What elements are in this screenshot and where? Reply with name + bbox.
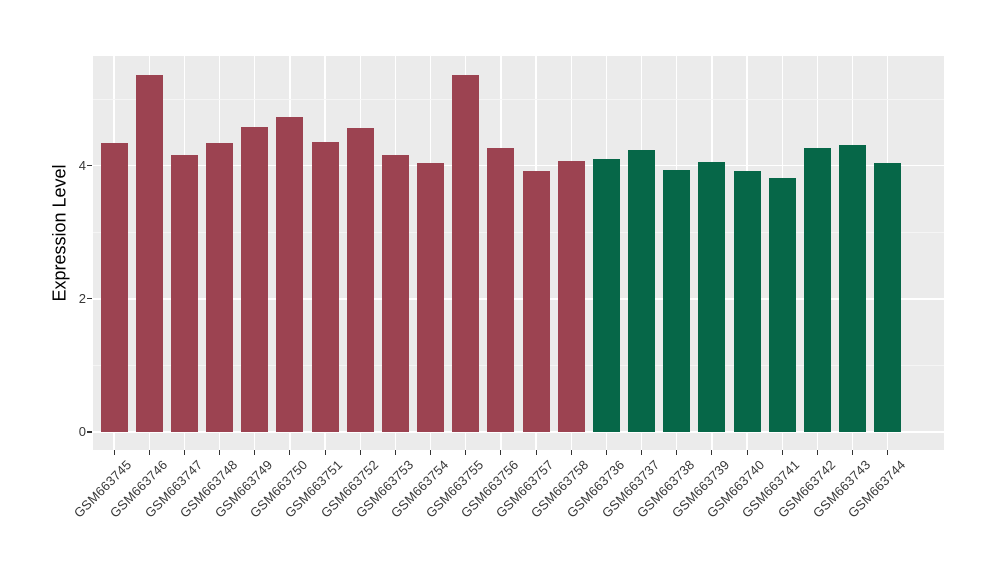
x-tick-mark xyxy=(148,450,150,455)
x-tick-mark xyxy=(605,450,607,455)
y-tick-label: 4 xyxy=(78,157,86,173)
y-axis-title: Expression Level xyxy=(49,164,70,302)
x-tick-mark xyxy=(500,450,502,455)
y-tick-label: 2 xyxy=(78,290,86,306)
bar-GSM663752 xyxy=(346,127,374,433)
x-tick-mark xyxy=(711,450,713,455)
minor-gridline xyxy=(93,365,944,366)
major-gridline xyxy=(93,298,944,300)
y-tick-label: 0 xyxy=(78,424,86,439)
bar-GSM663748 xyxy=(206,143,234,432)
bar-GSM663745 xyxy=(100,142,128,432)
y-tick-mark xyxy=(87,431,92,433)
x-tick-mark xyxy=(394,450,396,455)
x-tick-mark xyxy=(781,450,783,455)
bar-GSM663756 xyxy=(487,147,515,432)
bar-GSM663751 xyxy=(311,141,339,433)
bar-GSM663746 xyxy=(135,75,163,432)
major-gridline xyxy=(93,431,944,433)
bar-GSM663742 xyxy=(803,147,831,432)
x-tick-mark xyxy=(641,450,643,455)
y-tick-mark xyxy=(87,298,92,300)
bar-GSM663738 xyxy=(663,169,691,432)
bar-GSM663747 xyxy=(170,154,198,432)
bar-GSM663740 xyxy=(733,171,761,432)
x-tick-mark xyxy=(676,450,678,455)
minor-gridline xyxy=(93,231,944,233)
x-tick-mark xyxy=(113,450,115,455)
bar-GSM663753 xyxy=(381,154,409,432)
x-tick-mark xyxy=(289,450,291,455)
bar-GSM663757 xyxy=(522,171,550,432)
bar-GSM663741 xyxy=(768,177,796,432)
bar-GSM663739 xyxy=(698,161,726,432)
x-tick-mark xyxy=(219,450,221,455)
bar-GSM663750 xyxy=(276,116,304,433)
x-tick-mark xyxy=(465,450,467,455)
bar-GSM663737 xyxy=(628,149,656,432)
x-tick-mark xyxy=(570,450,572,455)
bar-GSM663758 xyxy=(557,160,585,432)
x-tick-mark xyxy=(746,450,748,455)
x-tick-mark xyxy=(359,450,361,455)
bar-GSM663754 xyxy=(417,163,445,433)
minor-gridline xyxy=(93,98,944,100)
bar-GSM663736 xyxy=(592,159,620,433)
x-tick-mark xyxy=(183,450,185,455)
bar-GSM663744 xyxy=(874,162,902,432)
x-tick-mark xyxy=(254,450,256,455)
x-tick-mark xyxy=(887,450,889,455)
plot-panel xyxy=(93,56,944,450)
x-tick-mark xyxy=(324,450,326,455)
bar-GSM663743 xyxy=(839,144,867,432)
x-tick-mark xyxy=(816,450,818,455)
x-tick-mark xyxy=(535,450,537,455)
x-tick-mark xyxy=(852,450,854,455)
y-tick-mark xyxy=(87,165,92,167)
x-tick-mark xyxy=(430,450,432,455)
bar-GSM663755 xyxy=(452,75,480,432)
bar-GSM663749 xyxy=(241,126,269,432)
major-gridline xyxy=(93,165,944,167)
